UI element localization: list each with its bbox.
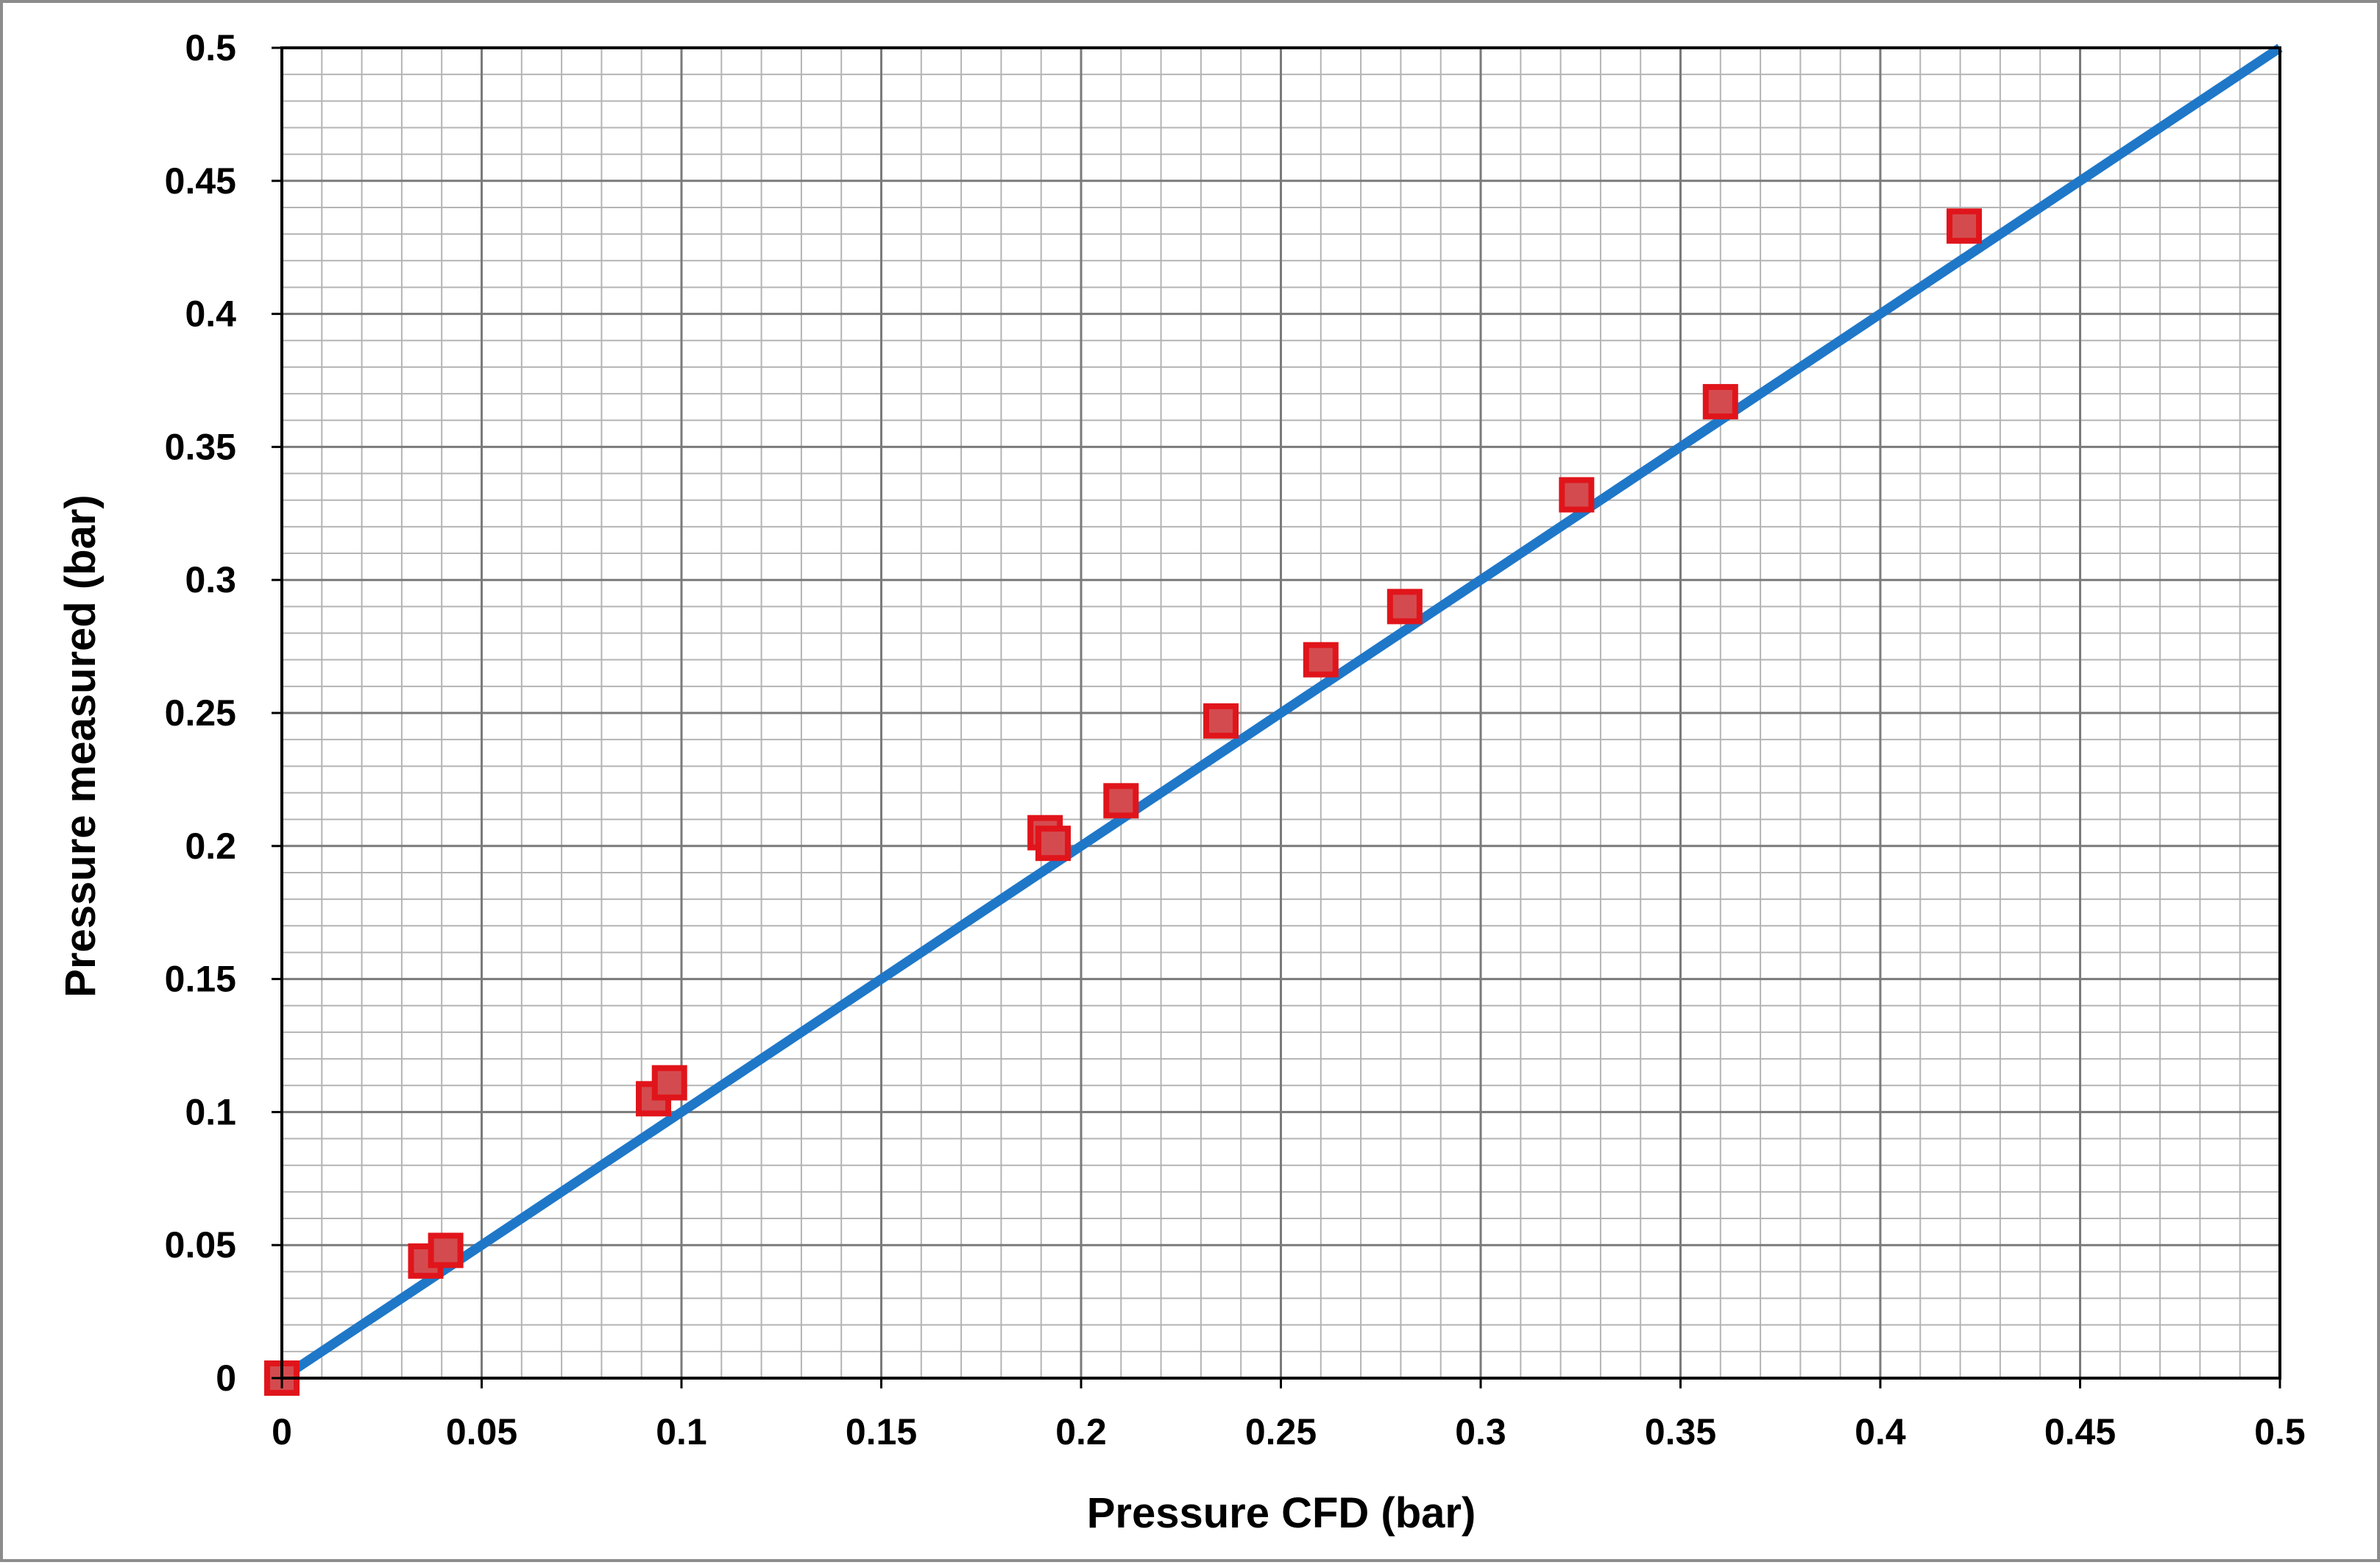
x-axis-title: Pressure CFD (bar) bbox=[1087, 1489, 1476, 1537]
scatter-chart: 0 0.05 0.1 0.15 0.2 0.25 0.3 0.35 0.4 0.45 0.5 0 0.… bbox=[57, 27, 2306, 1537]
x-axis-ticks: 0 0.05 0.1 0.15 0.2 0.25 0.3 0.35 0.4 0.45 0.5 bbox=[272, 1378, 2306, 1452]
x-tick-label: 0.2 bbox=[1055, 1411, 1107, 1452]
major-gridlines bbox=[282, 48, 2280, 1378]
data-point-square-marker bbox=[1947, 208, 1983, 244]
y-tick-label: 0.2 bbox=[185, 826, 236, 867]
x-tick-label: 0 bbox=[272, 1411, 292, 1452]
measured-points-series bbox=[264, 208, 1983, 1396]
y-tick-label: 0.1 bbox=[185, 1091, 236, 1132]
y-tick-label: 0.35 bbox=[165, 426, 236, 467]
x-tick-label: 0.1 bbox=[656, 1411, 707, 1452]
y-tick-label: 0.05 bbox=[165, 1224, 236, 1266]
y-tick-label: 0.5 bbox=[185, 27, 236, 68]
data-point-square-marker bbox=[1303, 642, 1339, 678]
data-point-square-marker bbox=[1203, 703, 1239, 739]
identity-line-series bbox=[279, 43, 2283, 1383]
y-tick-label: 0.4 bbox=[185, 294, 236, 335]
x-tick-label: 0.05 bbox=[446, 1411, 517, 1452]
data-point-square-marker bbox=[651, 1065, 687, 1101]
x-tick-label: 0.15 bbox=[846, 1411, 917, 1452]
x-tick-label: 0.5 bbox=[2254, 1411, 2306, 1452]
x-tick-label: 0.45 bbox=[2044, 1411, 2116, 1452]
x-tick-label: 0.4 bbox=[1855, 1411, 1906, 1452]
data-point-square-marker bbox=[1702, 383, 1738, 419]
data-point-square-marker bbox=[1386, 589, 1423, 625]
y-tick-label: 0.3 bbox=[185, 559, 236, 600]
y-tick-label: 0.45 bbox=[165, 160, 236, 202]
y-tick-label: 0 bbox=[216, 1358, 236, 1399]
data-point-square-marker bbox=[1103, 783, 1139, 819]
y-axis-ticks: 0 0.05 0.1 0.15 0.2 0.25 0.3 0.35 0.4 0.45 0.5 bbox=[165, 27, 282, 1399]
y-tick-label: 0.25 bbox=[165, 692, 236, 734]
x-tick-label: 0.25 bbox=[1245, 1411, 1317, 1452]
identity-line-segment bbox=[279, 43, 2283, 1383]
y-tick-label: 0.15 bbox=[165, 959, 236, 1000]
x-tick-label: 0.35 bbox=[1645, 1411, 1716, 1452]
data-point-square-marker bbox=[1035, 826, 1071, 862]
data-point-square-marker bbox=[428, 1232, 464, 1268]
y-axis-title: Pressure measured (bar) bbox=[57, 494, 105, 997]
data-point-square-marker bbox=[1559, 477, 1595, 513]
x-tick-label: 0.3 bbox=[1455, 1411, 1506, 1452]
